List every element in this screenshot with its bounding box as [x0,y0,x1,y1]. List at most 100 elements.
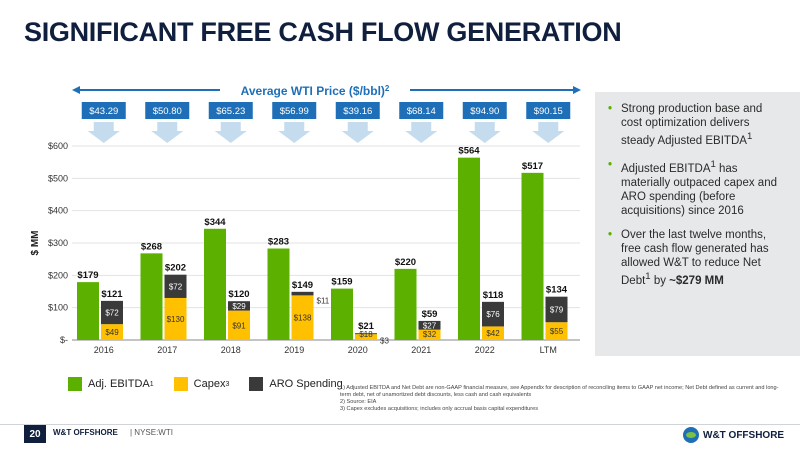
ebitda-value-label: $179 [77,270,98,281]
stack-total-label: $118 [483,290,504,301]
wti-down-arrow-icon [405,122,438,143]
wti-title-bg [220,82,410,98]
footnotes: 1) Adjusted EBITDA and Net Debt are non-… [340,385,785,413]
capex-bar [291,295,314,340]
wti-price-label: $43.29 [89,106,118,117]
aro-bar [291,291,314,296]
aro-value-label: $3 [380,337,389,346]
y-tick-label: $500 [48,173,68,183]
capex-value-label: $91 [232,321,246,330]
ebitda-value-label: $220 [395,257,416,268]
wti-arrow-left-icon [72,86,80,94]
capex-value-label: $130 [167,315,185,324]
aro-value-label: $76 [486,310,500,319]
wti-price-label: $39.16 [343,106,372,117]
aro-bar [545,296,568,323]
capex-bar [228,310,250,340]
ebitda-value-label: $159 [331,277,352,288]
company-logo: W&T OFFSHORE [683,424,793,446]
page-title: SIGNIFICANT FREE CASH FLOW GENERATION [24,17,622,47]
aro-value-label: $79 [550,305,564,314]
y-tick-label: $300 [48,238,68,248]
ebitda-value-label: $283 [268,236,289,247]
x-tick-label: LTM [540,345,557,355]
ebitda-value-label: $268 [141,241,162,252]
aro-value-label: $27 [423,321,437,330]
footnote-3: 3) Capex excludes acquisitions; includes… [340,406,539,412]
legend-swatch-ebitda [68,377,82,391]
y-tick-label: $600 [48,141,68,151]
wti-down-arrow-icon [532,122,565,143]
wti-price-box [272,102,317,119]
aro-bar [228,301,250,311]
highlights-panel: Strong production base and cost optimiza… [595,92,800,356]
aro-value-label: $72 [169,282,183,291]
logo-text: W&T OFFSHORE [703,429,785,441]
aro-bar [418,320,441,330]
wti-down-arrow-icon [278,122,311,143]
chart-legend: Adj. EBITDA 1 Capex 3 ARO Spending [68,377,363,391]
capex-value-label: $42 [486,329,500,338]
wti-price-label: $90.15 [534,106,563,117]
bullet-ebitda: Adjusted EBITDA1 has materially outpaced… [608,158,786,218]
wti-price-label: $65.23 [216,106,245,117]
wti-down-arrow-icon [214,122,247,143]
x-tick-label: 2022 [475,345,495,355]
footer-company: W&T OFFSHORE [53,428,118,437]
footer: 20 W&T OFFSHORE | NYSE:WTI [0,424,800,451]
aro-value-label: $29 [232,302,246,311]
wti-price-box [208,102,253,119]
stack-total-label: $120 [228,289,249,300]
page-number: 20 [24,425,46,443]
logo-mark-icon [683,427,699,443]
aro-bar [164,274,187,298]
stack-total-label: $59 [422,309,438,320]
ebitda-bar [394,268,417,340]
stack-total-label: $202 [165,263,186,274]
x-tick-label: 2016 [94,345,114,355]
aro-value-label: $11 [317,297,330,306]
capex-bar [418,329,441,340]
capex-value-label: $49 [105,328,119,337]
y-axis-label: $ MM [30,231,41,256]
wti-down-arrow-icon [87,122,120,143]
wti-price-box [145,102,190,119]
wti-price-label: $94.90 [470,106,499,117]
legend-aro: ARO Spending [249,377,343,391]
ebitda-value-label: $517 [522,161,543,172]
footnote-2: 2) Source: EIA [340,399,377,405]
y-tick-label: $200 [48,270,68,280]
ebitda-value-label: $564 [458,146,480,157]
wti-price-box [335,102,380,119]
capex-bar [164,297,187,340]
legend-swatch-capex [173,377,188,391]
x-tick-label: 2021 [411,345,431,355]
bullet-net-debt: Over the last twelve months, free cash f… [608,228,786,288]
ebitda-bar [267,248,290,340]
wti-price-box [462,102,507,119]
ebitda-bar [458,157,480,340]
wti-arrow-right-icon [573,86,581,94]
capex-bar [545,322,568,340]
x-tick-label: 2018 [221,345,241,355]
stack-total-label: $134 [546,285,568,296]
ebitda-bar [77,282,99,340]
wti-price-label: $68.14 [407,106,436,117]
capex-value-label: $138 [294,314,312,323]
wti-down-arrow-icon [468,122,501,143]
aro-bar [101,300,123,325]
wti-price-label: $56.99 [280,106,309,117]
legend-capex: Capex 3 [173,377,229,391]
capex-value-label: $18 [359,330,373,339]
wti-price-box [81,102,126,119]
aro-value-label: $72 [105,309,119,318]
wti-down-arrow-icon [151,122,184,143]
ebitda-bar [331,288,353,340]
ebitda-bar [521,172,544,340]
capex-bar [101,324,123,340]
legend-ebitda: Adj. EBITDA 1 [68,377,154,391]
wti-price-label: $50.80 [153,106,182,117]
stack-total-label: $21 [358,321,375,332]
y-tick-label: $- [60,335,68,345]
ebitda-value-label: $344 [204,217,226,228]
